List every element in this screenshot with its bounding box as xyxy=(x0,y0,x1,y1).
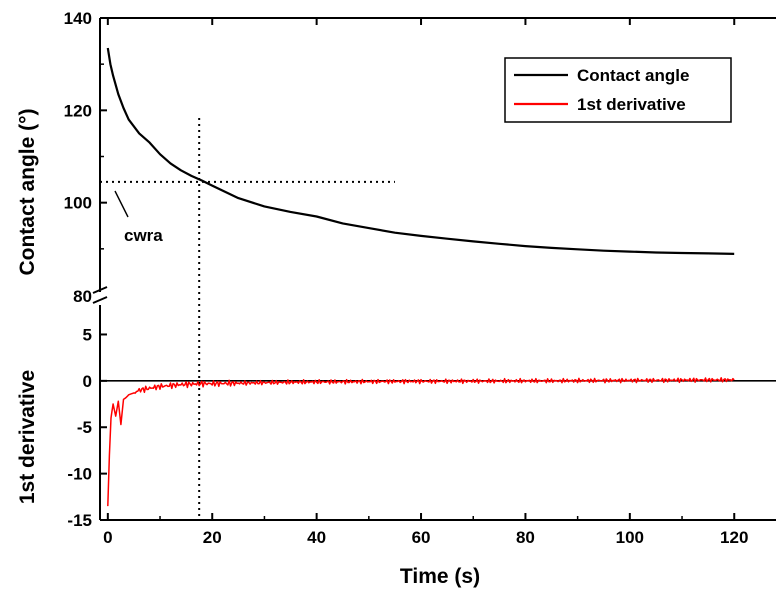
x-axis-title: Time (s) xyxy=(400,565,480,588)
y-tick-label-top: 100 xyxy=(64,194,92,213)
axis-break-mark xyxy=(92,286,108,294)
y-tick-label-bottom: 5 xyxy=(83,325,92,344)
x-tick-label: 120 xyxy=(720,528,748,547)
cwra-annotation: cwra xyxy=(114,190,163,245)
y-tick-label-bottom: -10 xyxy=(67,465,92,484)
annotation-lines xyxy=(100,118,776,520)
x-tick-label: 80 xyxy=(516,528,535,547)
cwra-pointer-line xyxy=(114,190,129,218)
axis-break-mark xyxy=(92,296,108,304)
series-layer xyxy=(106,47,735,507)
series-1st-derivative xyxy=(107,377,735,507)
y-tick-label-80: 80 xyxy=(73,287,92,306)
x-tick-label: 0 xyxy=(103,528,112,547)
x-tick-label: 20 xyxy=(203,528,222,547)
legend: Contact angle 1st derivative xyxy=(504,57,732,123)
legend-label-1st-derivative: 1st derivative xyxy=(577,95,686,114)
y-tick-label-bottom: -5 xyxy=(77,418,92,437)
y-axis-title-bottom: 1st derivative xyxy=(16,370,39,504)
y-tick-label-bottom: 0 xyxy=(83,372,92,391)
legend-box xyxy=(504,57,732,123)
x-tick-label: 40 xyxy=(307,528,326,547)
y-tick-label-top: 140 xyxy=(64,9,92,28)
cwra-label: cwra xyxy=(124,226,163,245)
y-tick-label-top: 120 xyxy=(64,101,92,120)
x-tick-label: 100 xyxy=(616,528,644,547)
y-axis-title-top: Contact angle (°) xyxy=(16,108,39,275)
y-tick-label-bottom: -15 xyxy=(67,511,92,530)
legend-label-contact-angle: Contact angle xyxy=(577,66,689,85)
x-tick-label: 60 xyxy=(412,528,431,547)
ticks-layer: 100 120 140 80 -15 -10 -5 0 5 0 20 40 60 80 100 120 xyxy=(64,9,749,547)
series-contact-angle xyxy=(106,47,735,255)
